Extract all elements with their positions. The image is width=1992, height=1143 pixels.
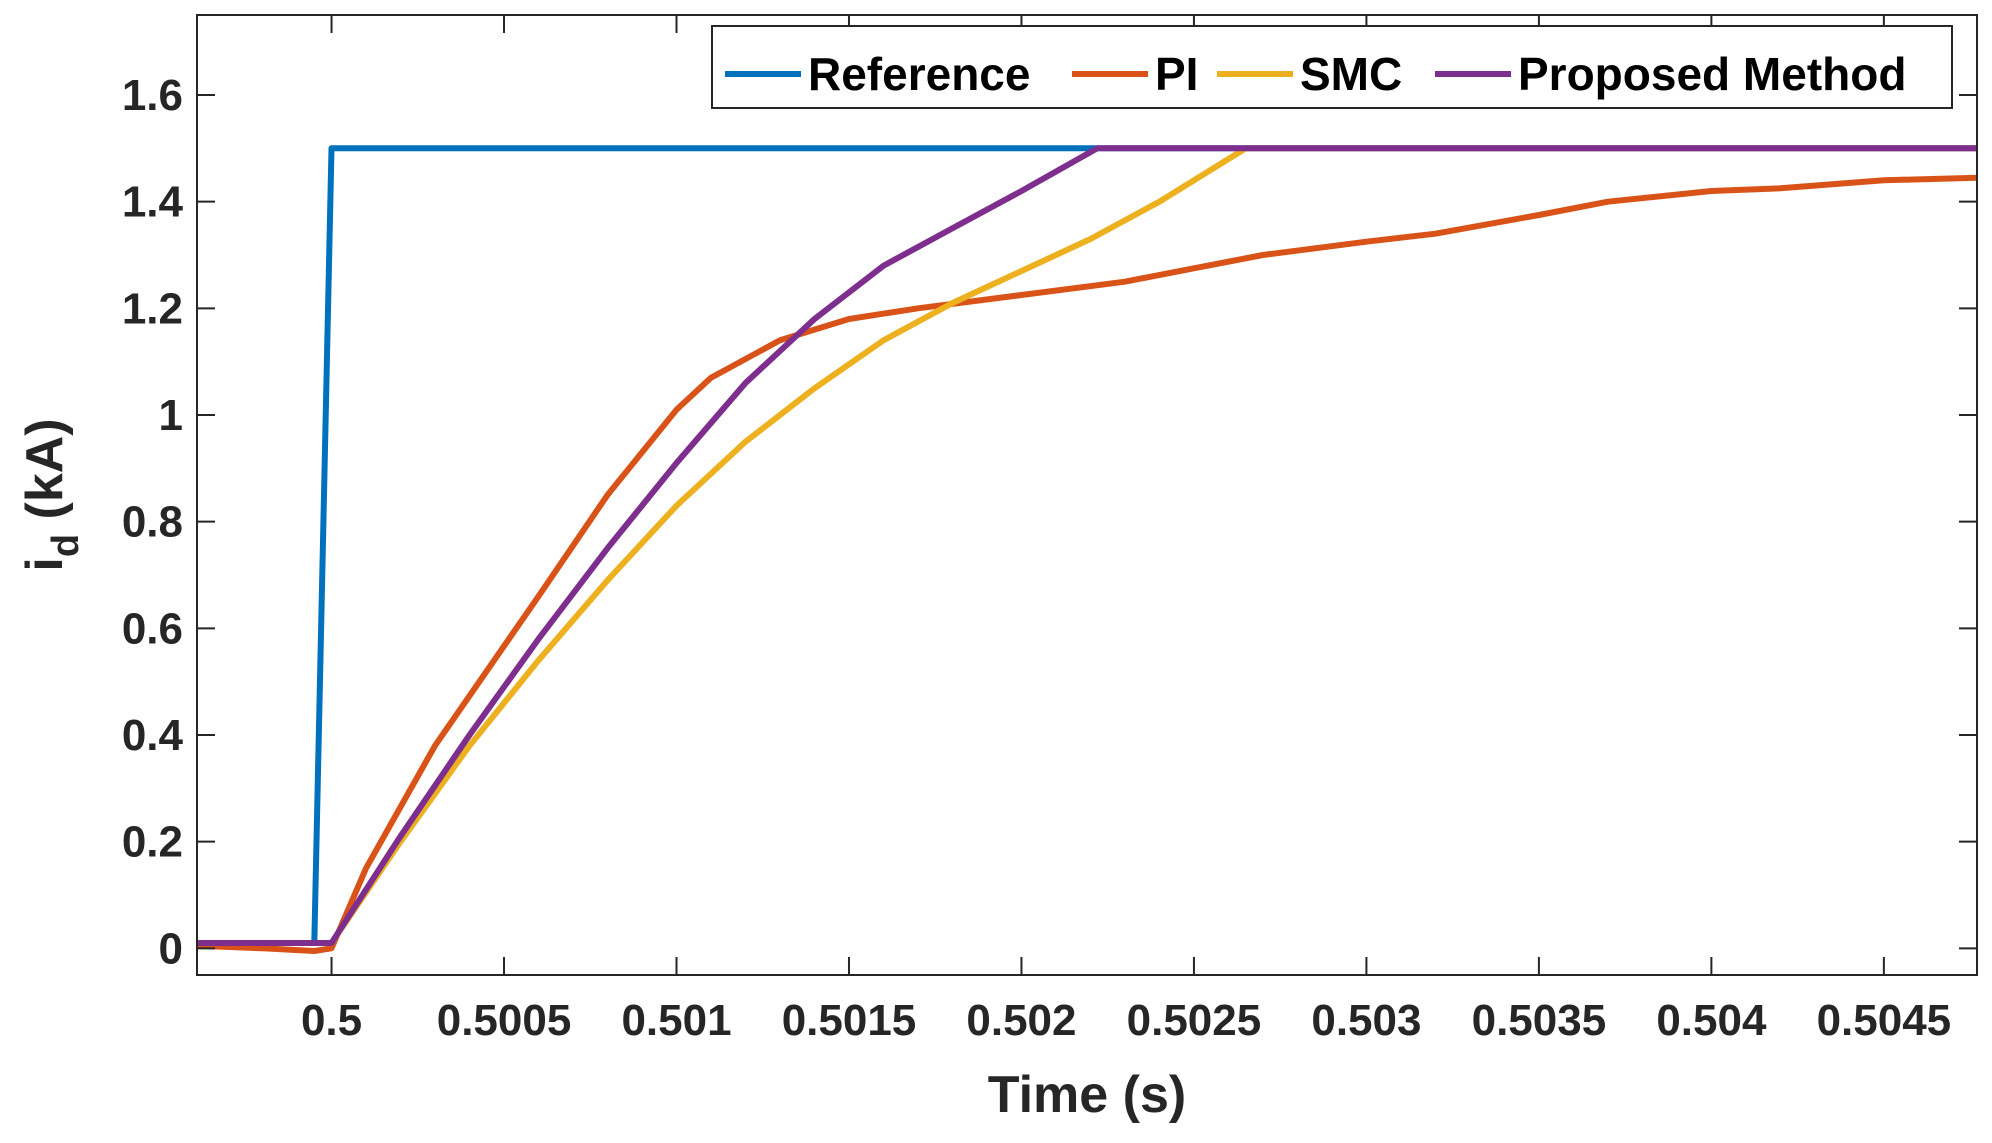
y-tick-label: 1.4 xyxy=(122,178,184,227)
y-tick-label: 0.4 xyxy=(122,711,184,760)
series-line-pi xyxy=(196,174,1978,954)
x-tick-label: 0.5015 xyxy=(782,996,917,1045)
legend-label-pi: PI xyxy=(1155,48,1198,100)
plot-area xyxy=(197,15,1977,975)
x-tick-label: 0.5005 xyxy=(437,996,572,1045)
y-tick-label: 0.2 xyxy=(122,818,183,867)
y-tick-label: 0.8 xyxy=(122,498,183,547)
x-tick-label: 0.501 xyxy=(621,996,731,1045)
x-tick-label: 0.5035 xyxy=(1472,996,1607,1045)
axes-box xyxy=(196,14,1978,976)
x-axis-ticks: 0.5 0.5005 0.501 0.5015 0.502 0.5025 0.503 0.50… xyxy=(301,15,1951,1045)
y-tick-label: 0 xyxy=(159,924,183,973)
y-tick-label: 1 xyxy=(159,391,183,440)
x-tick-label: 0.502 xyxy=(966,996,1076,1045)
x-tick-label: 0.5025 xyxy=(1127,996,1262,1045)
legend: Reference PI SMC Proposed Method xyxy=(711,25,1953,109)
series-line-proposed-method xyxy=(197,145,1977,946)
series-layer xyxy=(196,145,1978,954)
legend-label-smc: SMC xyxy=(1300,48,1402,100)
legend-box xyxy=(711,25,1953,109)
x-axis-title: Time (s) xyxy=(988,1066,1186,1124)
y-tick-label: 0.6 xyxy=(122,604,183,653)
y-tick-label: 1.2 xyxy=(122,284,183,333)
legend-label-proposed-method: Proposed Method xyxy=(1518,48,1906,100)
x-tick-label: 0.5045 xyxy=(1817,996,1952,1045)
y-axis-title: id (kA) xyxy=(16,418,87,571)
y-tick-label: 1.6 xyxy=(122,71,183,120)
x-tick-label: 0.503 xyxy=(1311,996,1421,1045)
x-tick-label: 0.504 xyxy=(1656,996,1767,1045)
x-tick-label: 0.5 xyxy=(301,996,362,1045)
legend-label-reference: Reference xyxy=(808,48,1030,100)
y-axis-ticks: 0 0.2 0.4 0.6 0.8 1 1.2 1.4 1.6 xyxy=(122,71,1977,973)
